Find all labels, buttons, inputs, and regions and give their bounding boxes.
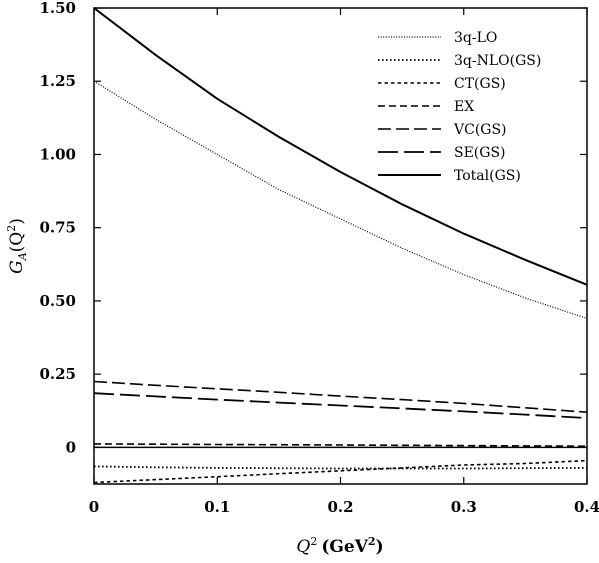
x-axis-title-main: Q (296, 537, 310, 557)
legend-label-0: 3q-LO (454, 30, 497, 46)
x-tick-label: 0 (89, 498, 99, 516)
series-layer (93, 7, 588, 484)
y-tick-label: 0.75 (39, 219, 76, 237)
x-tick-label: 0.4 (574, 498, 599, 516)
x-axis-title-unit: (GeV (321, 537, 368, 557)
y-tick-label: 0.50 (39, 292, 76, 310)
series-line-3 (93, 443, 588, 448)
legend-label-4: VC(GS) (453, 122, 507, 138)
x-tick-label: 0.3 (451, 498, 477, 516)
y-axis-title-sub: A (16, 252, 29, 261)
series-line-1 (93, 465, 588, 470)
legend-label-1: 3q-NLO(GS) (454, 53, 541, 69)
y-tick-label: 0 (66, 438, 76, 456)
y-axis-title-open: (Q (7, 232, 27, 253)
series-line-5 (93, 392, 588, 419)
series-line-2 (93, 459, 588, 484)
series-line-4 (93, 380, 588, 413)
y-tick-label: 1.25 (39, 72, 76, 90)
x-tick-label: 0.1 (204, 498, 230, 516)
y-axis-title-sup: 2 (5, 225, 18, 232)
legend-label-3: EX (454, 99, 474, 115)
legend-label-5: SE(GS) (454, 145, 506, 161)
plot-frame (93, 7, 588, 485)
series-line-0 (93, 80, 588, 320)
series-line-6 (93, 7, 588, 286)
y-axis-title: GA(Q2) (5, 218, 29, 274)
y-tick-label: 0.25 (39, 365, 76, 383)
x-tick-label: 0.2 (327, 498, 353, 516)
x-axis-title-unit-sup: 2 (368, 535, 376, 548)
y-axis-title-close: ) (7, 218, 27, 225)
x-axis-title-unit-close: ) (376, 537, 384, 557)
x-axis-title-sup: 2 (310, 535, 317, 548)
legend-label-6: Total(GS) (454, 168, 521, 184)
y-axis-title-main: G (7, 260, 27, 274)
x-axis-title: Q2 (GeV2) (296, 535, 383, 557)
legend-label-2: CT(GS) (454, 76, 506, 92)
y-axis: 0 0.25 0.50 0.75 1.00 1.25 1.50 (39, 0, 587, 456)
y-tick-label: 1.50 (39, 0, 76, 17)
x-axis: 0 0.1 0.2 0.3 0.4 (89, 8, 599, 516)
legend: 3q-LO 3q-NLO(GS) CT(GS) EX VC(GS) SE(GS) Total… (378, 30, 541, 184)
y-tick-label: 1.00 (39, 145, 76, 163)
